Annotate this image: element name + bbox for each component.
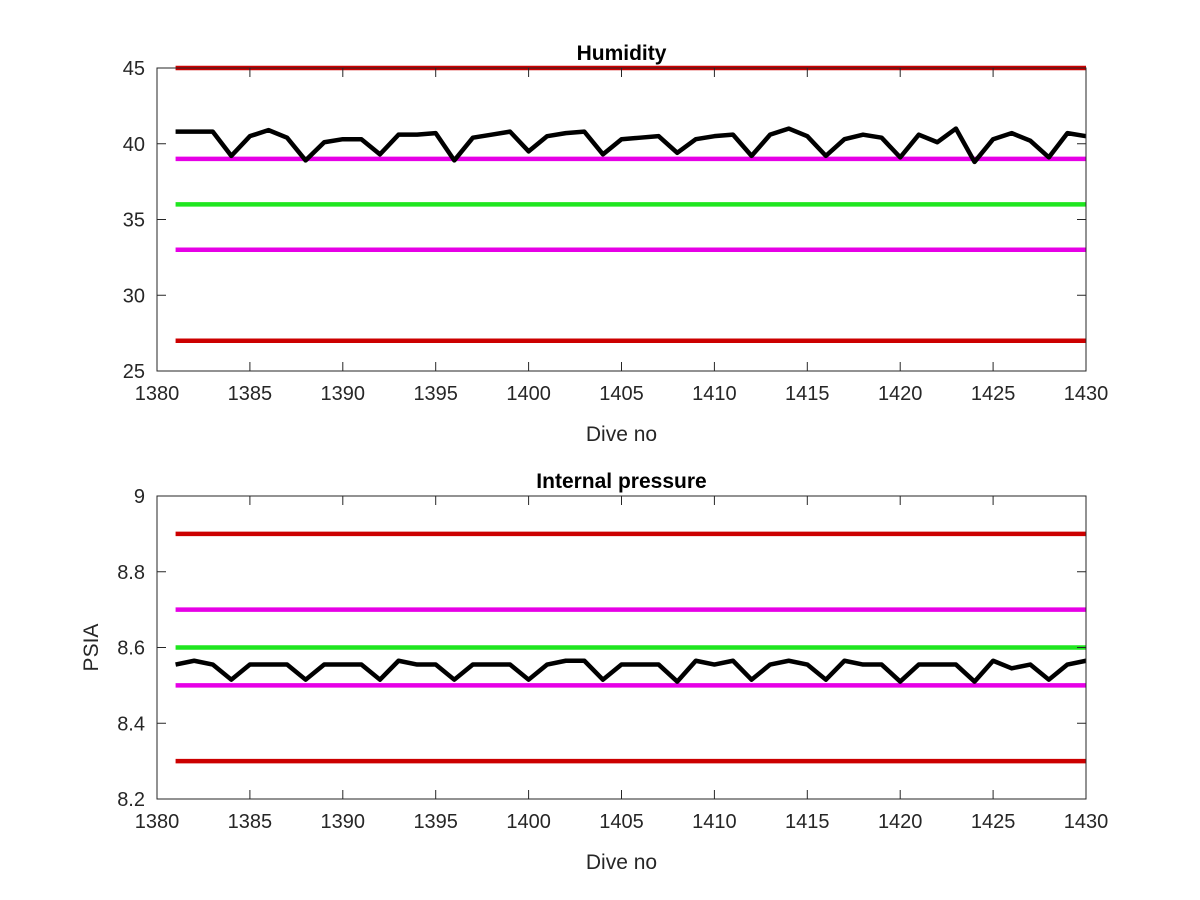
chart-1-series-line-0 <box>175 658 1087 684</box>
chart-0-x-tick-label-3: 1395 <box>413 383 458 405</box>
internal-pressure-subplot: 1380 1385 1390 1395 1400 1405 1410 1415 1420 1425… <box>80 470 1108 874</box>
chart-0-x-tick-label-7: 1415 <box>785 383 830 405</box>
chart-0-x-tick-label-5: 1405 <box>599 383 644 405</box>
chart-1-title: Internal pressure <box>536 470 706 493</box>
chart-0-y-tick-label-1: 30 <box>123 285 145 307</box>
chart-1-x-tick-label-9: 1425 <box>971 811 1016 833</box>
chart-1-x-tick-label-5: 1405 <box>599 811 644 833</box>
humidity-subplot: 1380 1385 1390 1395 1400 1405 1410 1415 1420 1425… <box>123 42 1109 446</box>
chart-0-x-tick-label-6: 1410 <box>692 383 737 405</box>
chart-0-x-tick-label-8: 1420 <box>878 383 923 405</box>
chart-1-x-tick-label-2: 1390 <box>321 811 366 833</box>
chart-1-x-axis-label: Dive no <box>586 851 657 874</box>
chart-0-y-tick-label-4: 45 <box>123 58 145 80</box>
chart-1-x-tick-label-1: 1385 <box>228 811 273 833</box>
chart-0-title: Humidity <box>577 42 667 65</box>
chart-0-x-tick-label-10: 1430 <box>1064 383 1109 405</box>
chart-1-y-tick-label-2: 8.6 <box>117 638 145 660</box>
chart-1-x-tick-label-6: 1410 <box>692 811 737 833</box>
chart-1-y-tick-label-3: 8.8 <box>117 562 145 584</box>
chart-1-x-tick-label-3: 1395 <box>413 811 458 833</box>
chart-0-x-axis-label: Dive no <box>586 423 657 446</box>
chart-0-y-tick-label-3: 40 <box>123 134 145 156</box>
chart-0-x-tick-label-2: 1390 <box>321 383 366 405</box>
chart-1-y-tick-label-4: 9 <box>134 486 145 508</box>
chart-1-x-tick-label-4: 1400 <box>506 811 551 833</box>
chart-0-x-tick-label-1: 1385 <box>228 383 273 405</box>
chart-0-x-tick-label-9: 1425 <box>971 383 1016 405</box>
chart-1-y-tick-label-0: 8.2 <box>117 789 145 811</box>
chart-1-x-tick-label-7: 1415 <box>785 811 830 833</box>
chart-1-y-axis-label: PSIA <box>80 624 103 672</box>
chart-1-x-tick-label-0: 1380 <box>135 811 180 833</box>
chart-1-y-tick-label-1: 8.4 <box>117 713 145 735</box>
chart-0-y-tick-label-2: 35 <box>123 210 145 232</box>
chart-0-x-tick-label-4: 1400 <box>506 383 551 405</box>
chart-0-y-tick-label-0: 25 <box>123 361 145 383</box>
chart-0-x-tick-label-0: 1380 <box>135 383 180 405</box>
chart-1-x-tick-label-10: 1430 <box>1064 811 1109 833</box>
chart-1-x-tick-label-8: 1420 <box>878 811 923 833</box>
chart-0-series-line-0 <box>175 126 1087 165</box>
